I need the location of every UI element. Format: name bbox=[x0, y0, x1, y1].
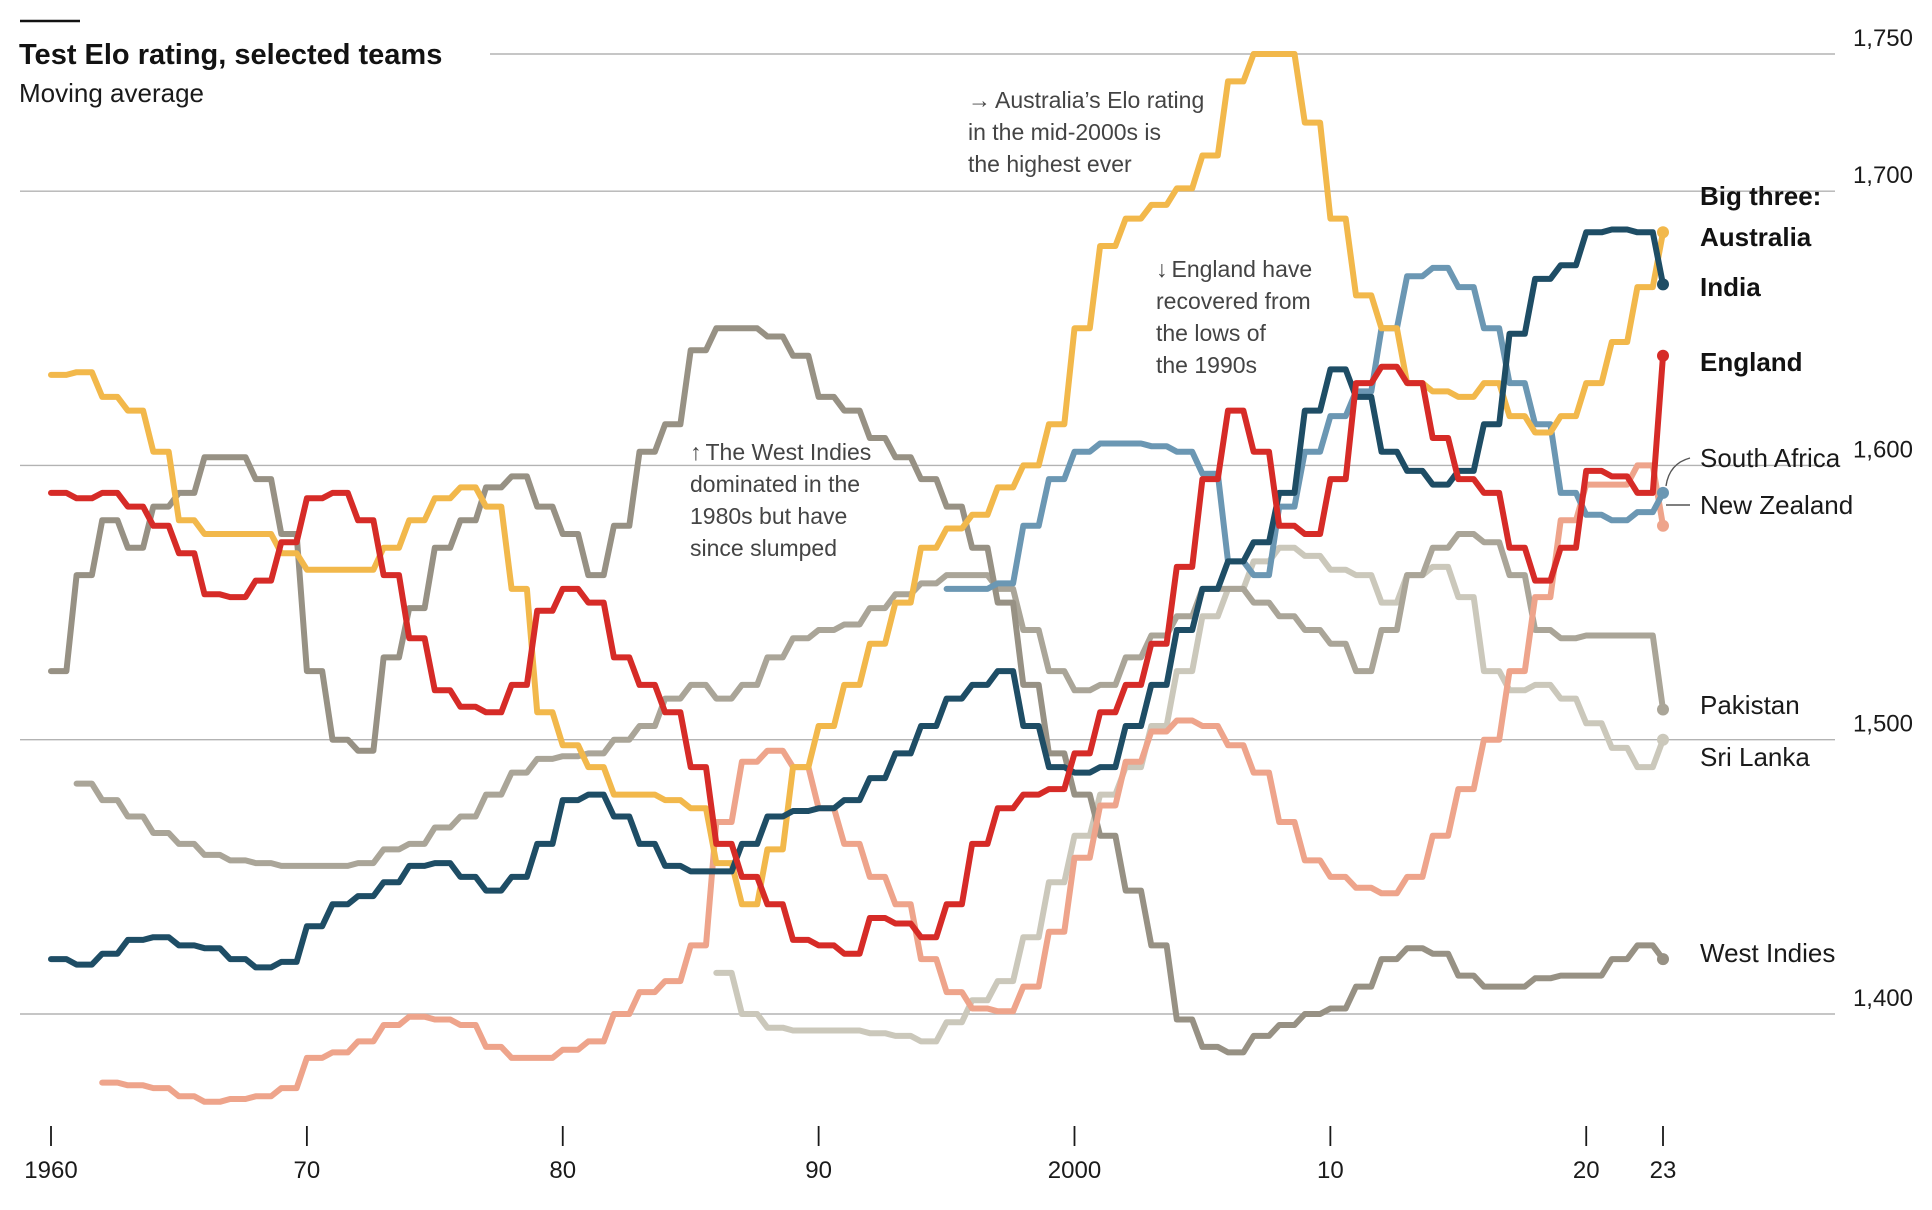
label-new-zealand: New Zealand bbox=[1700, 490, 1853, 520]
label-australia: Australia bbox=[1700, 222, 1812, 252]
y-tick-label-1750: 1,750 bbox=[1853, 25, 1913, 52]
legend-heading: Big three: bbox=[1700, 181, 1821, 211]
series-line-pakistan bbox=[73, 531, 1666, 869]
x-tick-label-1990: 90 bbox=[805, 1157, 832, 1184]
label-south-africa: South Africa bbox=[1700, 443, 1841, 473]
end-dot-sri-lanka bbox=[1657, 733, 1669, 746]
annotation-australia: → Australia’s Elo rating in the mid-2000s… bbox=[968, 87, 1204, 177]
x-tick-label-2023: 23 bbox=[1650, 1157, 1677, 1184]
chart-title: Test Elo rating, selected teams bbox=[19, 39, 442, 71]
annotation-australia-line-3: the highest ever bbox=[968, 151, 1132, 177]
series-end-dots bbox=[1657, 226, 1669, 966]
annotation-england: ↓ England have recovered from the lows of… bbox=[1156, 256, 1312, 378]
annotation-west-indies-line-3: 1980s but have bbox=[690, 503, 847, 529]
annotation-west-indies-line-2: dominated in the bbox=[690, 471, 860, 497]
label-sri-lanka: Sri Lanka bbox=[1700, 742, 1810, 772]
series-line-west-indies bbox=[48, 325, 1666, 1056]
y-axis-ticks: 1,400 1,500 1,600 1,700 1,750 bbox=[1853, 25, 1913, 1012]
annotation-west-indies-line-4: since slumped bbox=[690, 535, 837, 561]
annotation-england-line-2: recovered from bbox=[1156, 288, 1311, 314]
end-dot-australia bbox=[1657, 226, 1669, 239]
end-dot-england bbox=[1657, 349, 1669, 362]
series-line-south-africa bbox=[943, 264, 1666, 592]
series-labels: Big three: Australia India England South… bbox=[1700, 181, 1853, 968]
y-tick-label-1600: 1,600 bbox=[1853, 436, 1913, 463]
annotation-australia-line-1: → Australia’s Elo rating bbox=[968, 87, 1204, 113]
label-west-indies: West Indies bbox=[1700, 938, 1835, 968]
series-lines bbox=[48, 51, 1666, 1105]
annotation-england-line-3: the lows of bbox=[1156, 320, 1267, 346]
series-line-india bbox=[48, 226, 1666, 971]
annotation-england-line-4: the 1990s bbox=[1156, 352, 1257, 378]
leader-south-africa bbox=[1665, 457, 1691, 487]
annotation-west-indies: ↑ The West Indies dominated in the 1980s … bbox=[690, 439, 871, 561]
x-axis: 1960 70 80 90 2000 10 20 23 bbox=[24, 1126, 1676, 1184]
y-tick-label-1400: 1,400 bbox=[1853, 985, 1913, 1012]
y-tick-label-1500: 1,500 bbox=[1853, 711, 1913, 738]
label-pakistan: Pakistan bbox=[1700, 690, 1800, 720]
end-dot-pakistan bbox=[1657, 703, 1669, 716]
annotation-australia-line-2: in the mid-2000s is bbox=[968, 119, 1161, 145]
series-line-australia bbox=[48, 51, 1666, 908]
x-tick-label-1980: 80 bbox=[549, 1157, 576, 1184]
label-england: England bbox=[1700, 347, 1803, 377]
end-dot-south-africa bbox=[1657, 486, 1669, 499]
x-tick-label-2000: 2000 bbox=[1048, 1157, 1101, 1184]
series-line-england bbox=[48, 352, 1666, 957]
x-tick-label-1970: 70 bbox=[294, 1157, 321, 1184]
chart-subtitle: Moving average bbox=[19, 78, 204, 108]
annotation-england-line-1: ↓ England have bbox=[1156, 256, 1312, 282]
x-tick-label-2020: 20 bbox=[1573, 1157, 1600, 1184]
label-india: India bbox=[1700, 272, 1761, 302]
x-tick-label-2010: 10 bbox=[1317, 1157, 1344, 1184]
end-dot-new-zealand bbox=[1657, 519, 1669, 532]
end-dot-west-indies bbox=[1657, 953, 1669, 966]
series-line-new-zealand bbox=[99, 462, 1666, 1105]
gridlines bbox=[20, 53, 1835, 1015]
y-tick-label-1700: 1,700 bbox=[1853, 162, 1913, 189]
end-dot-india bbox=[1657, 278, 1669, 291]
x-tick-label-1960: 1960 bbox=[24, 1157, 77, 1184]
annotation-west-indies-line-1: ↑ The West Indies bbox=[690, 439, 871, 465]
